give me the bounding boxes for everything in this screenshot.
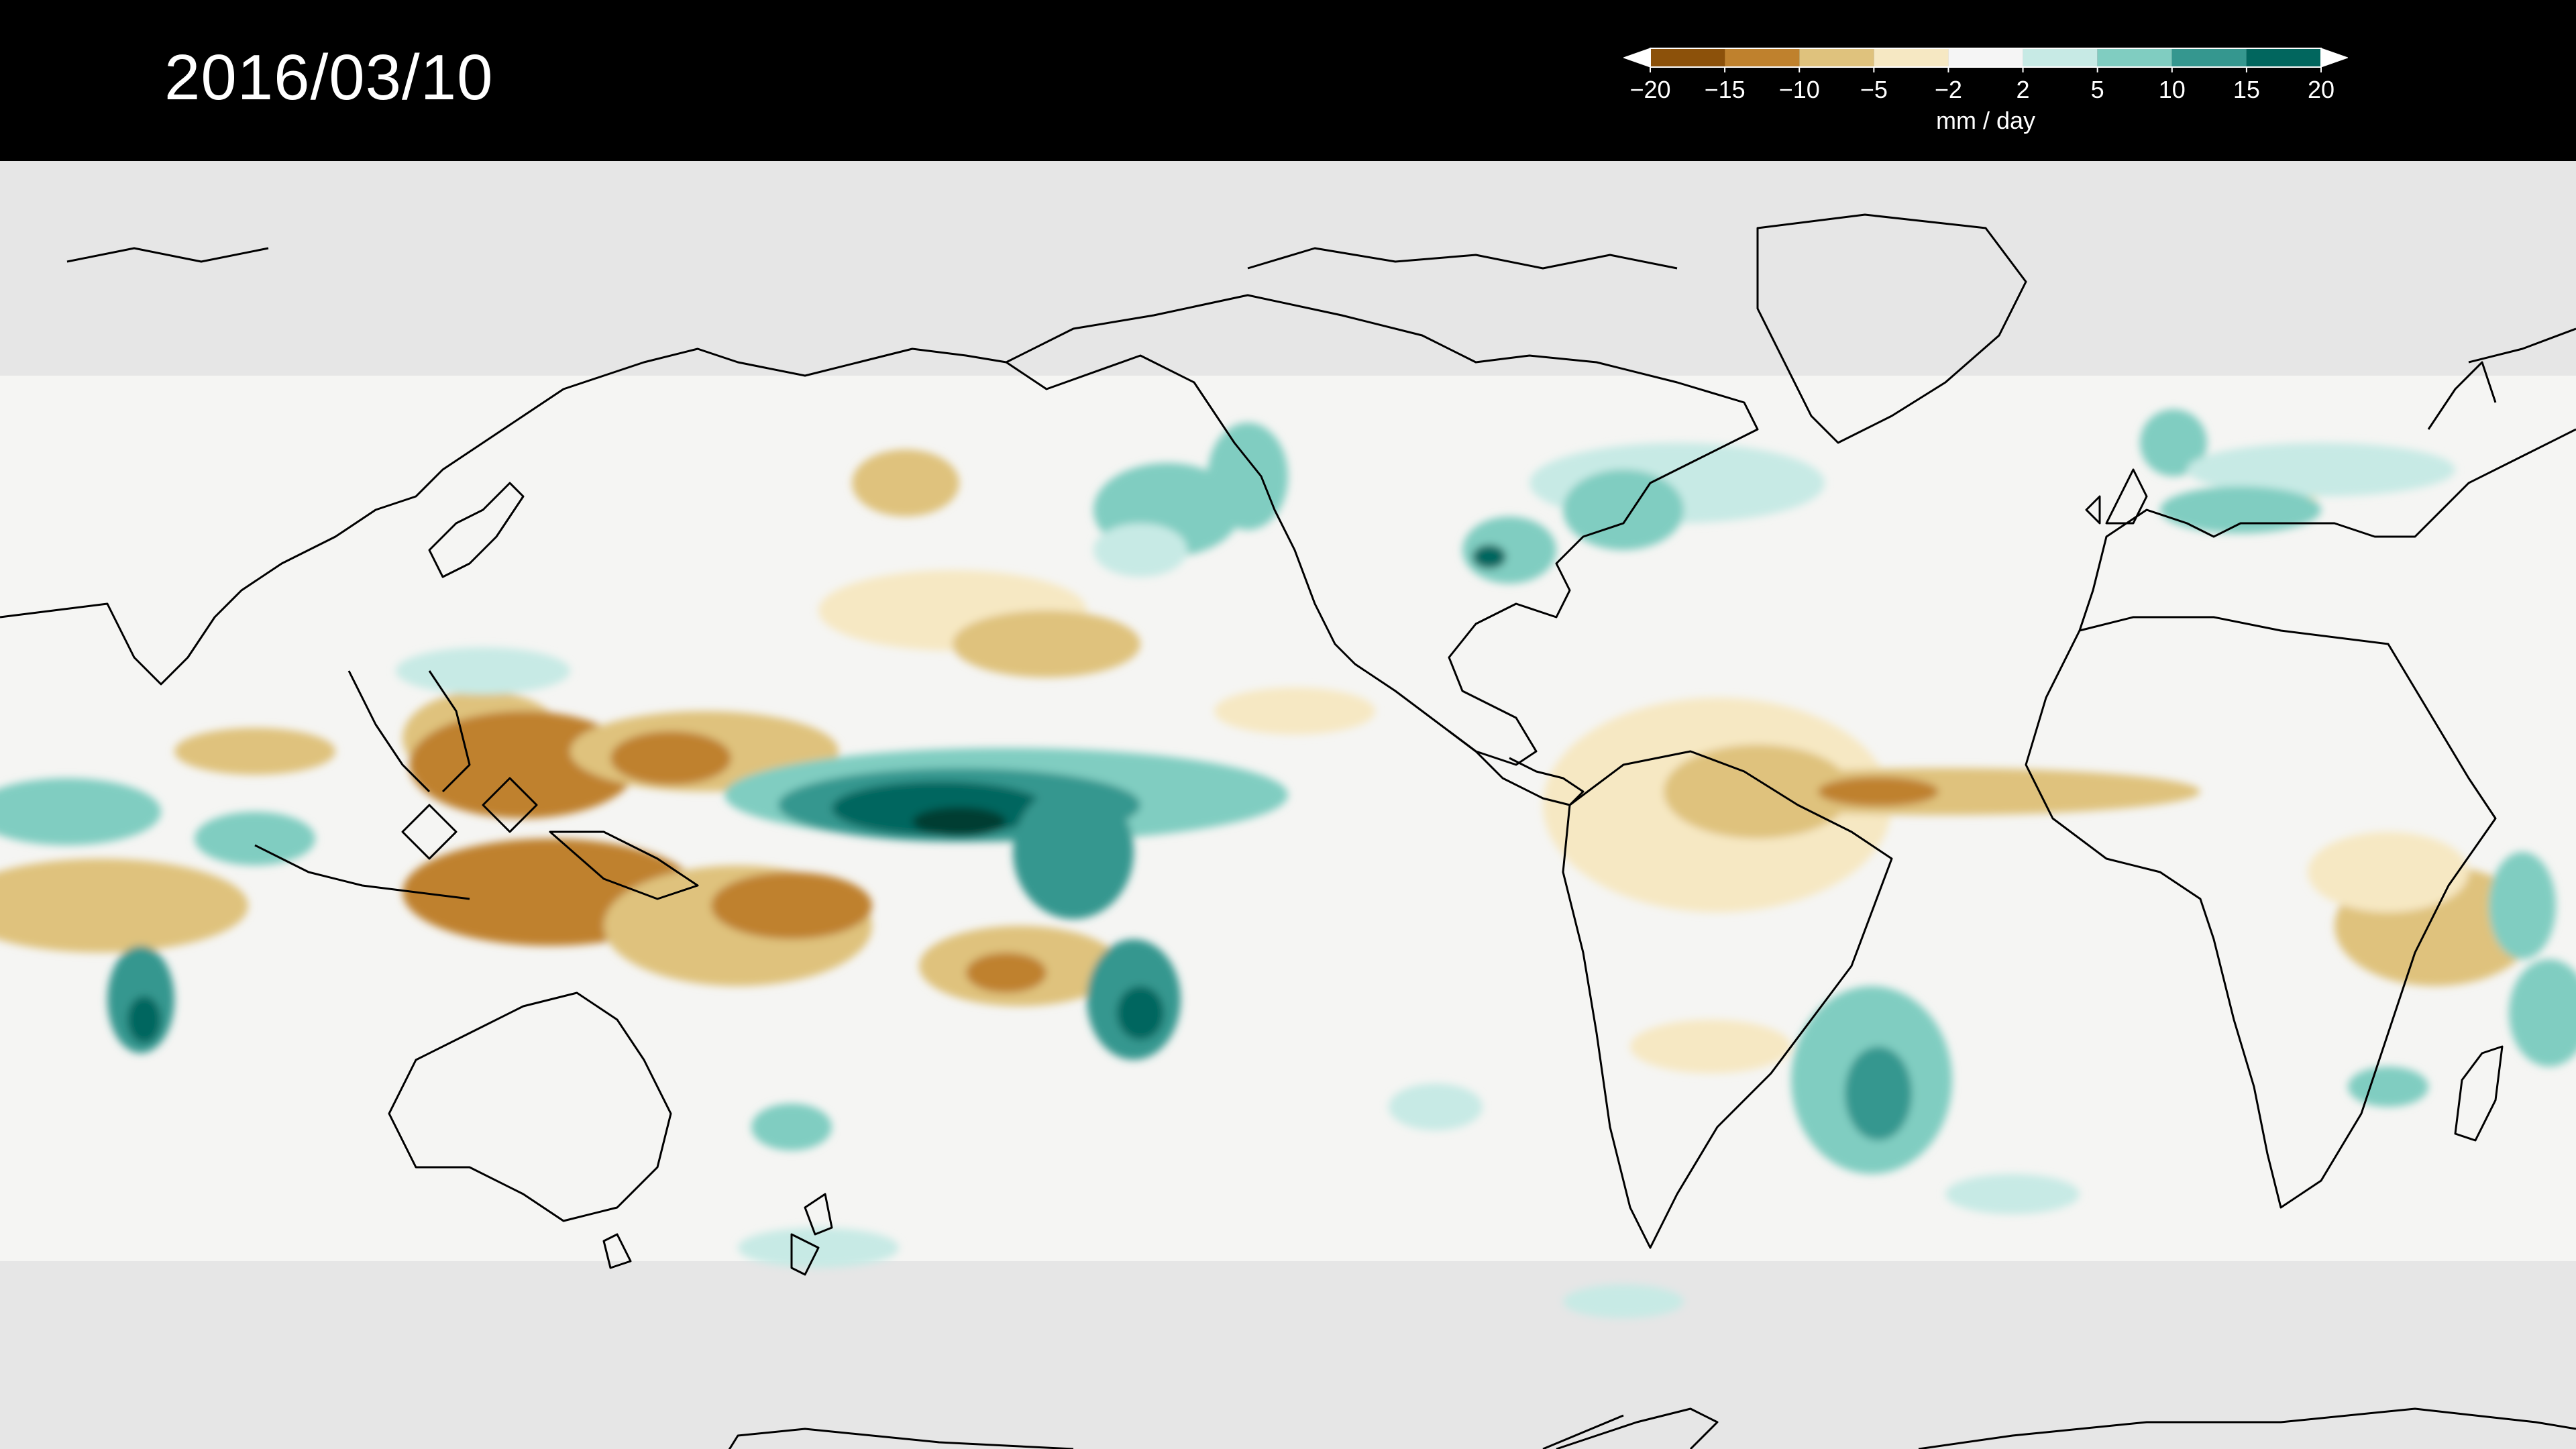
wet-anomaly [1208, 423, 1288, 530]
dry-anomaly [1818, 777, 1939, 806]
colorbar-outline [1650, 48, 2322, 68]
wet-anomaly [1117, 986, 1164, 1040]
date-label: 2016/03/10 [164, 42, 494, 113]
coastline-greenland [1756, 213, 2027, 444]
wet-anomaly [2348, 1067, 2428, 1107]
wet-anomaly [1093, 523, 1187, 577]
southern-polar-mask [0, 1261, 2576, 1449]
wet-anomaly [195, 812, 315, 865]
colorbar-tick-label: −10 [1779, 76, 1820, 103]
colorbar-swatch [2246, 48, 2321, 67]
coastline-africa [2025, 616, 2497, 1209]
colorbar-swatch [1799, 48, 1874, 67]
wet-anomaly [751, 1104, 832, 1150]
coastline-australia [388, 991, 672, 1269]
wet-anomaly [127, 996, 161, 1043]
wet-anomaly [912, 807, 1006, 837]
map-canvas [0, 161, 2576, 1449]
wet-anomaly [0, 778, 161, 845]
wet-anomaly [1472, 545, 1506, 569]
colorbar-tick-label: 20 [2308, 76, 2334, 103]
colorbar-tick-label: −5 [1860, 76, 1888, 103]
colorbar-tick-label: 10 [2159, 76, 2186, 103]
colorbar-swatch [2097, 48, 2172, 67]
coastlines [0, 213, 2576, 1449]
wet-anomaly [2489, 852, 2556, 959]
colorbar-swatch [1650, 48, 1725, 67]
coastline-antarctica [728, 1407, 2576, 1449]
dry-anomaly [174, 728, 335, 775]
wet-anomaly [2140, 409, 2207, 476]
title-bar: 2016/03/10 −20 −15 −10 −5 −2 2 5 10 15 20 mm / da… [0, 0, 2576, 161]
colorbar: −20 −15 −10 −5 −2 2 5 10 15 20 mm / day [1622, 48, 2349, 134]
colorbar-extend-high [2320, 48, 2349, 68]
colorbar-extend-low [1622, 48, 1651, 68]
dry-anomaly [953, 610, 1140, 678]
wet-anomaly [1013, 785, 1134, 919]
colorbar-tick-label: −15 [1705, 76, 1746, 103]
colorbar-swatch [1874, 48, 1949, 67]
colorbar-swatch [2023, 48, 2098, 67]
colorbar-legend: −20 −15 −10 −5 −2 2 5 10 15 20 mm / day [1622, 42, 2349, 142]
coastline-north-america [1005, 294, 1759, 766]
wet-anomaly [396, 647, 570, 694]
colorbar-tick-label: 15 [2233, 76, 2260, 103]
colorbar-swatch [2171, 48, 2247, 67]
coastline-arctic-islands [66, 247, 1678, 270]
colorbar-tick-labels: −20 −15 −10 −5 −2 2 5 10 15 20 [1629, 76, 2334, 103]
wet-anomaly [2160, 486, 2321, 533]
coastline-europe [2078, 327, 2576, 631]
dry-anomaly [610, 731, 731, 785]
colorbar-unit-label: mm / day [1936, 107, 2035, 134]
coastline-asia [0, 347, 1007, 793]
anomaly-field [0, 409, 2576, 1318]
coastline-maritime-continent [254, 777, 699, 900]
wet-anomaly [1389, 1083, 1483, 1130]
wet-anomaly [2187, 443, 2455, 496]
dry-anomaly [966, 953, 1046, 993]
dry-anomaly [0, 859, 248, 953]
wet-anomaly [2509, 959, 2576, 1067]
wet-anomaly [1563, 470, 1684, 550]
colorbar-swatch [1725, 48, 1800, 67]
coastline-new-zealand [790, 1193, 833, 1276]
wet-anomaly [1845, 1046, 1912, 1140]
colorbar-tick-label: 5 [2091, 76, 2104, 103]
wet-anomaly [1563, 1285, 1684, 1318]
dry-anomaly [1214, 688, 1375, 735]
wet-anomaly [1945, 1174, 2080, 1214]
colorbar-tick-label: −2 [1935, 76, 1962, 103]
colorbar-ticks [1650, 67, 2322, 72]
colorbar-tick-label: 2 [2017, 76, 2030, 103]
dry-anomaly [852, 449, 959, 517]
precipitation-anomaly-map [0, 161, 2576, 1449]
dry-anomaly [1690, 768, 2200, 815]
colorbar-swatch [1948, 48, 2023, 67]
coastline-british-isles [2085, 468, 2148, 525]
dry-anomaly [711, 872, 872, 939]
coastline-madagascar [2454, 1045, 2504, 1142]
dry-anomaly [2308, 832, 2469, 912]
colorbar-tick-label: −20 [1629, 76, 1670, 103]
colorbar-swatches [1622, 48, 2349, 68]
coastline-japan [428, 482, 525, 578]
coastline-south-america [1562, 750, 1893, 1249]
dry-anomaly [1630, 1020, 1791, 1073]
